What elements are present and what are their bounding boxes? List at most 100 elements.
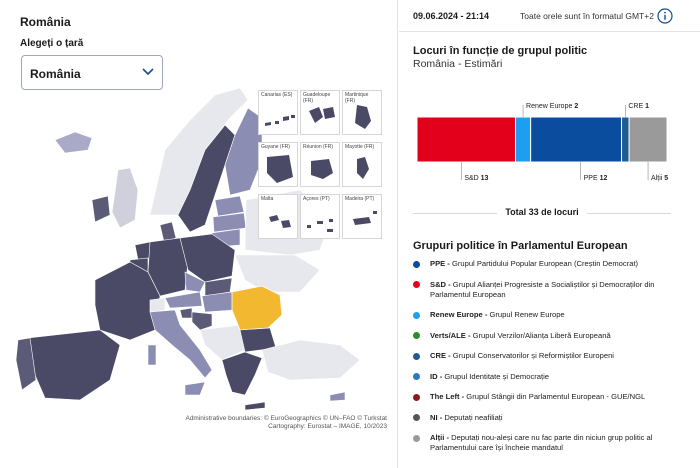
legend-item-ppe: PPE - Grupul Partidului Popular European…	[413, 259, 689, 269]
credits-line-1: Administrative boundaries: © EuroGeograp…	[185, 415, 387, 422]
segment-label: CRE 1	[628, 103, 649, 110]
legend-color-dot	[413, 311, 420, 319]
country-select-label: Alegeți o țară	[20, 38, 84, 49]
map-country-denmark[interactable]	[159, 221, 177, 243]
bar-segment-s-d[interactable]	[416, 116, 516, 163]
legend-text: Verts/ALE - Grupul Verzilor/Alianța Libe…	[430, 331, 611, 341]
bar-segment-renew-europe[interactable]	[514, 116, 532, 163]
inset-mayotte[interactable]: Mayotte (FR)	[342, 142, 382, 187]
map-country-croatia[interactable]	[191, 311, 213, 331]
map-country-sardinia[interactable]	[147, 344, 157, 366]
credits-line-2: Cartography: Eurostat – IMAGE, 10/2023	[268, 423, 387, 430]
country-select-value: România	[30, 67, 81, 81]
legend-abbr: Verts/ALE -	[430, 330, 473, 340]
legend-text: PPE - Grupul Partidului Popular European…	[430, 259, 638, 269]
map-country-portugal[interactable]	[15, 337, 37, 391]
timezone-note: Toate orele sunt în formatul GMT+2	[520, 11, 654, 21]
legend-desc: Grupul Verzilor/Alianța Liberă Europeană	[472, 330, 611, 340]
inset-label: Malta	[261, 196, 274, 202]
segment-label: PPE 12	[584, 175, 608, 182]
party-legend: PPE - Grupul Partidului Popular European…	[413, 259, 689, 453]
inset-malta[interactable]: Malta	[258, 194, 298, 239]
legend-text: The Left - Grupul Stângii din Parlamentu…	[430, 392, 645, 402]
legend-abbr: Renew Europe -	[430, 310, 490, 319]
legend-abbr: CRE -	[430, 351, 453, 360]
legend-color-dot	[413, 434, 420, 442]
legend-text: S&D - Grupul Alianței Progresiste a Soci…	[430, 280, 689, 300]
legend-item-id: ID - Grupul Identitate și Democrație	[413, 372, 689, 382]
map-country-sicily[interactable]	[184, 381, 206, 396]
bar-segment-ppe[interactable]	[530, 116, 623, 163]
legend-text: Alții - Deputați nou-aleși care nu fac p…	[430, 433, 689, 453]
map-country-finland[interactable]	[224, 107, 263, 196]
map-country-romania-selected[interactable]	[231, 285, 283, 331]
map-country-cyprus[interactable]	[329, 391, 346, 402]
inset-label: Canarias (ES)	[261, 92, 293, 98]
legend-abbr: PPE -	[430, 259, 452, 268]
legend-abbr: S&D -	[430, 279, 453, 289]
legend-abbr: Alții -	[430, 433, 452, 442]
inset-label: Mayotte (FR)	[345, 144, 375, 150]
inset-acores[interactable]: Açores (PT)	[300, 194, 340, 239]
inset-martinique[interactable]: Martinique (FR)	[342, 90, 382, 135]
map-country-poland[interactable]	[179, 233, 236, 283]
inset-reunion[interactable]: Réunion (FR)	[300, 142, 340, 187]
inset-guadeloupe[interactable]: Guadeloupe (FR)	[300, 90, 340, 135]
map-country-crete[interactable]	[244, 401, 266, 411]
map-country-ireland[interactable]	[91, 195, 111, 223]
inset-label: Guyane (FR)	[261, 144, 290, 150]
legend-color-dot	[413, 281, 420, 288]
map-panel: România Alegeți o țară	[0, 0, 398, 468]
map-country-switzerland	[149, 297, 166, 313]
results-panel: 09.06.2024 - 21:14 Toate orele sunt în f…	[399, 0, 700, 468]
legend-desc: Grupul Alianței Progresiste a Socialiști…	[430, 279, 655, 299]
legend-desc: Deputați nou-aleși care nu fac parte din…	[430, 433, 653, 452]
inset-guyane[interactable]: Guyane (FR)	[258, 142, 298, 187]
legend-item-ni: NI - Deputați neafiliați	[413, 413, 689, 423]
legend-desc: Grupul Partidului Popular European (Creș…	[451, 259, 639, 268]
legend-desc: Grupul Renew Europe	[489, 310, 565, 319]
inset-label: Madeira (PT)	[345, 196, 375, 202]
total-seats-label: Total 33 de locuri	[497, 207, 587, 217]
legend-text: CRE - Grupul Conservatorilor și Reformiș…	[430, 351, 614, 361]
chart-title: Locuri în funcție de grupul politic	[413, 45, 588, 57]
bar-segment-al-ii[interactable]	[628, 116, 668, 163]
map-credits: Administrative boundaries: © EuroGeograp…	[185, 415, 387, 431]
map-country-estonia[interactable]	[214, 195, 245, 217]
legend-item-the-left: The Left - Grupul Stângii din Parlamentu…	[413, 392, 689, 402]
map-country-iceland[interactable]	[54, 131, 93, 154]
map-country-greece[interactable]	[221, 351, 263, 396]
selected-country-title: România	[20, 15, 71, 29]
inset-label: Martinique (FR)	[345, 92, 369, 104]
map-country-uk[interactable]	[111, 167, 139, 229]
bar-segment-cre[interactable]	[621, 116, 630, 163]
chart-subtitle: România - Estimări	[413, 58, 503, 70]
legend-item-renew-europe: Renew Europe - Grupul Renew Europe	[413, 310, 689, 320]
inset-madeira[interactable]: Madeira (PT)	[342, 194, 382, 239]
map-country-spain[interactable]	[27, 329, 121, 401]
europe-map[interactable]: Canarias (ES) Guadeloupe (FR) Martinique…	[0, 80, 398, 415]
legend-text: NI - Deputați neafiliați	[430, 413, 503, 423]
legend-item-al-ii: Alții - Deputați nou-aleși care nu fac p…	[413, 433, 689, 453]
legend-color-dot	[413, 373, 420, 380]
segment-label: S&D 13	[464, 175, 488, 182]
map-country-austria[interactable]	[164, 291, 203, 309]
legend-text: Renew Europe - Grupul Renew Europe	[430, 310, 565, 320]
inset-label: Réunion (FR)	[303, 144, 334, 150]
legend-desc: Deputați neafiliați	[444, 412, 503, 422]
segment-label: Renew Europe 2	[526, 103, 578, 110]
segment-label: Alții 5	[651, 175, 668, 182]
legend-item-verts-ale: Verts/ALE - Grupul Verzilor/Alianța Libe…	[413, 331, 689, 341]
legend-desc: Grupul Conservatorilor și Reformiștilor …	[452, 351, 614, 360]
legend-color-dot	[413, 414, 420, 421]
legend-abbr: ID -	[430, 371, 445, 381]
map-country-italy[interactable]	[149, 309, 213, 379]
seats-stacked-bar-chart[interactable]: S&D 13 Renew Europe 2 PPE 12 CRE 1 Alții 5	[409, 95, 699, 205]
country-select[interactable]: România	[21, 55, 163, 90]
inset-canarias[interactable]: Canarias (ES)	[258, 90, 298, 135]
info-icon[interactable]	[657, 8, 673, 24]
update-datetime: 09.06.2024 - 21:14	[413, 11, 490, 21]
legend-desc: Grupul Stângii din Parlamentul European …	[466, 392, 646, 401]
map-country-slovenia[interactable]	[179, 307, 193, 319]
map-country-ukraine	[234, 254, 321, 293]
